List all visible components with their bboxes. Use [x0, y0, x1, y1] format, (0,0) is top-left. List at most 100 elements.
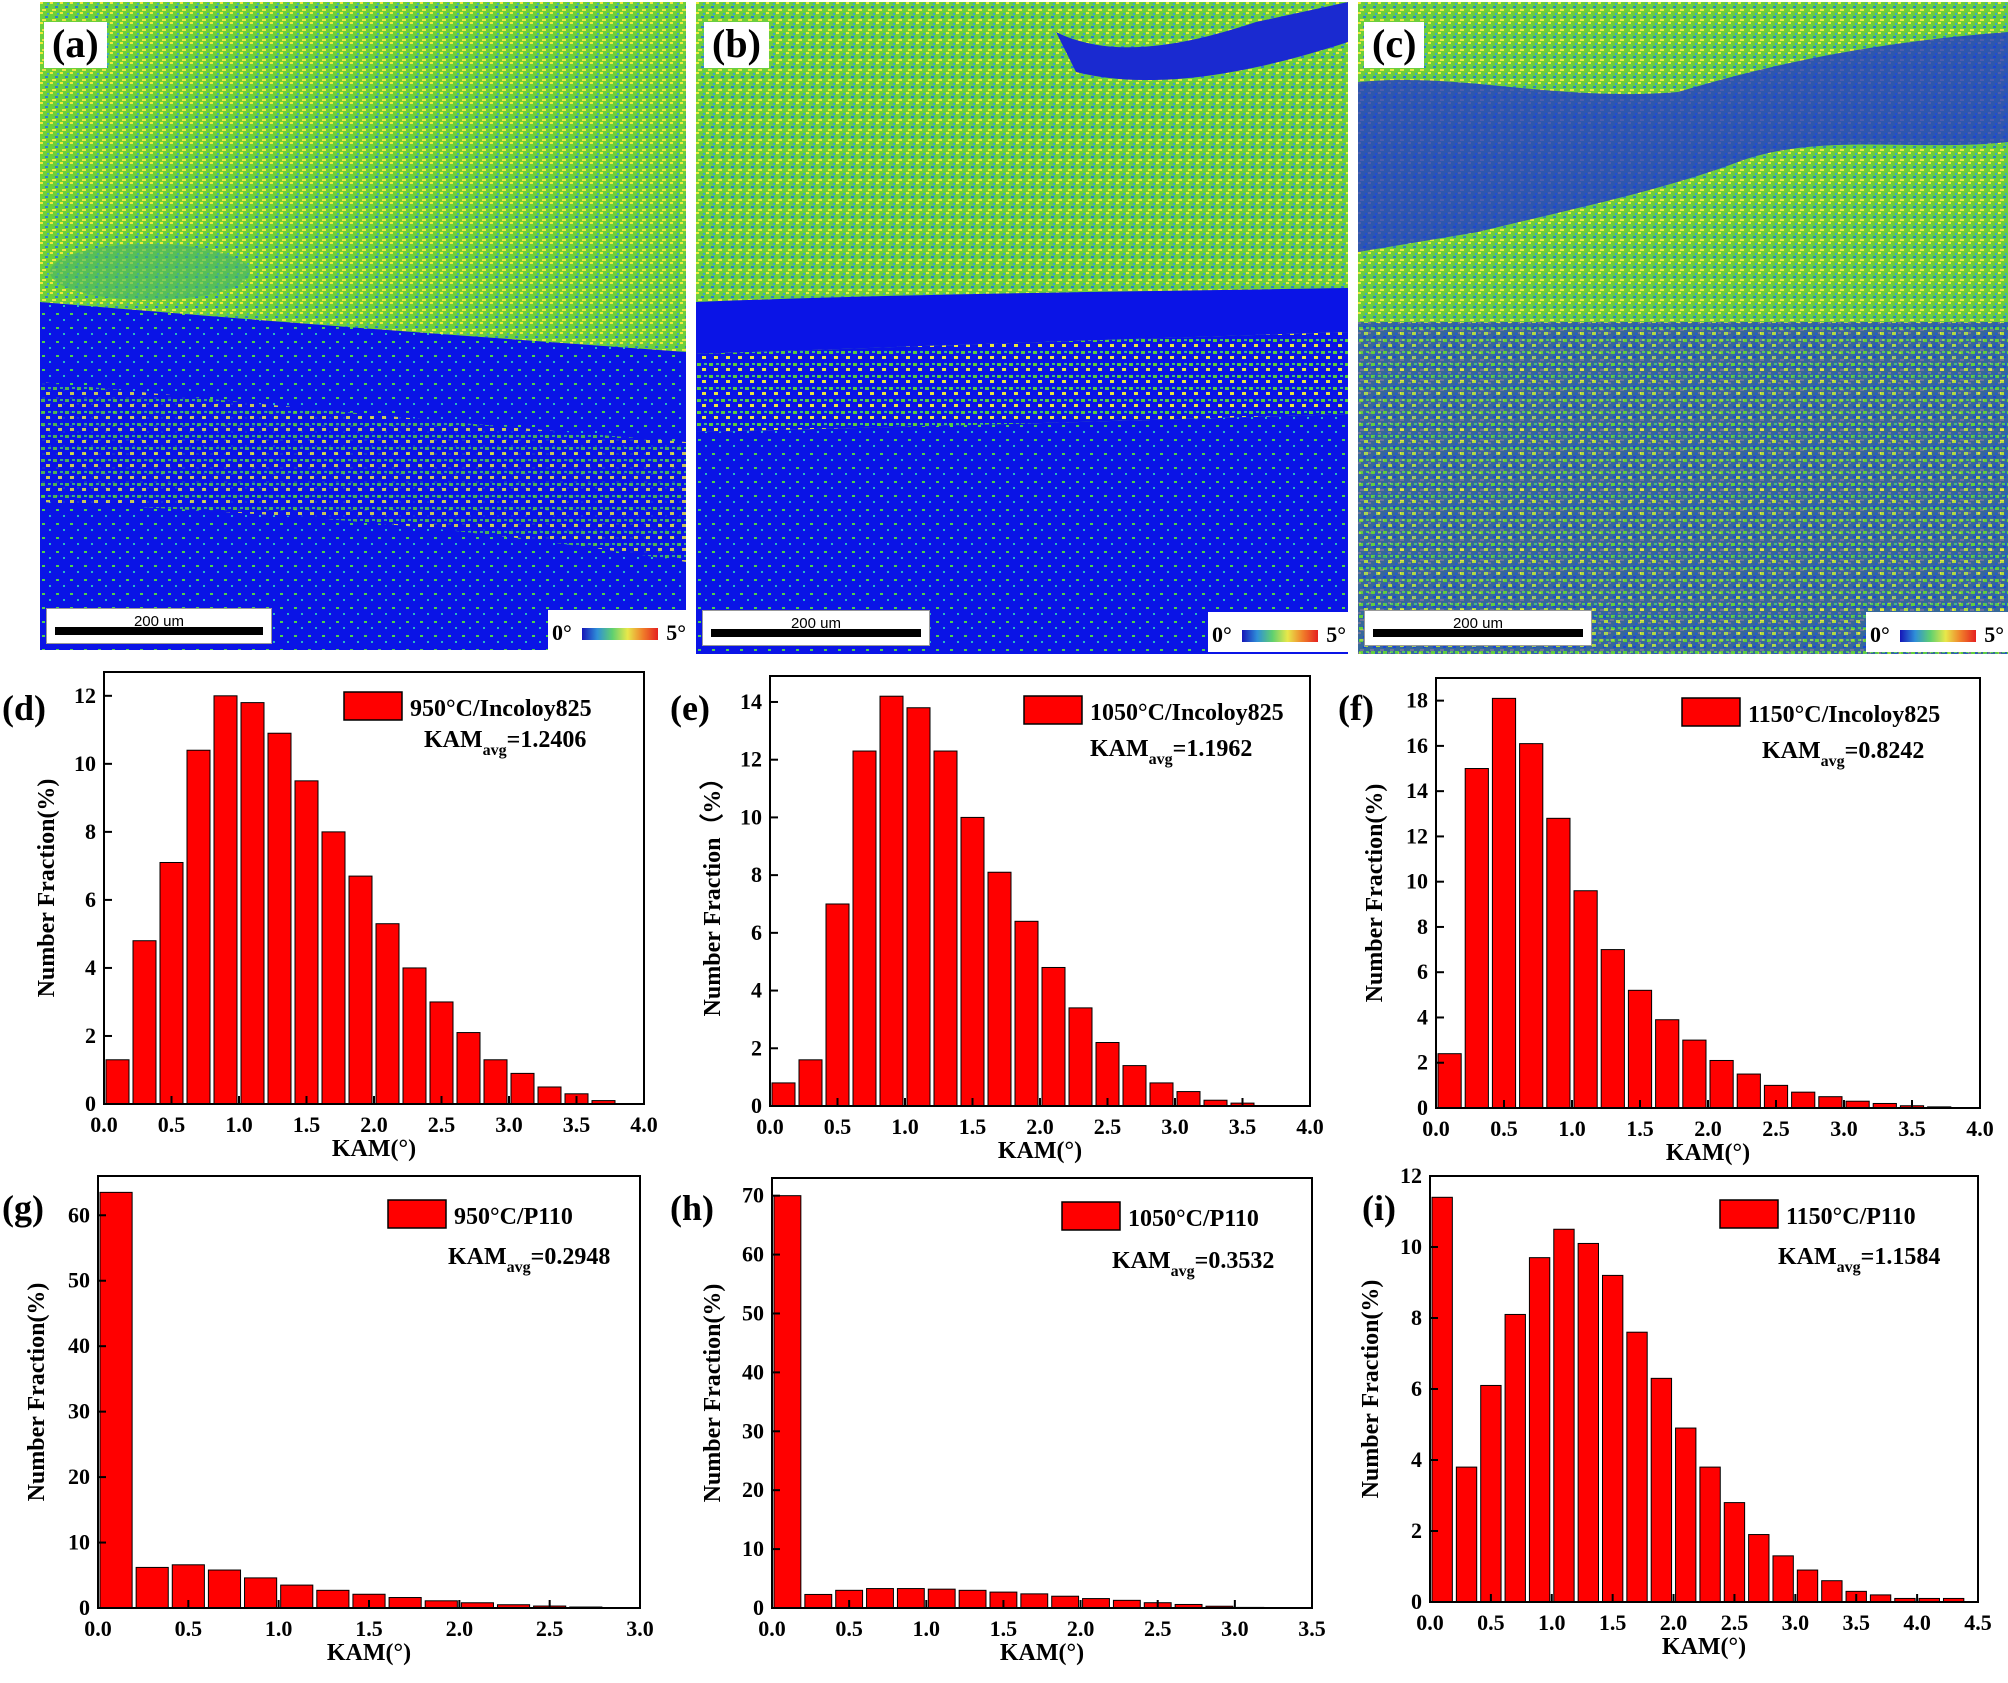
bar-i-5 — [1554, 1229, 1574, 1602]
bar-f-10 — [1710, 1060, 1733, 1108]
xtick-label-h-1: 0.5 — [835, 1616, 863, 1641]
ytick-label-d-4: 8 — [85, 819, 96, 844]
xtick-label-h-3: 1.5 — [990, 1616, 1018, 1641]
ytick-label-i-0: 0 — [1411, 1589, 1422, 1614]
bar-d-6 — [268, 733, 291, 1104]
ytick-label-e-2: 4 — [751, 978, 762, 1003]
legend-swatch-d — [344, 692, 402, 720]
ytick-label-g-6: 60 — [68, 1202, 90, 1227]
kam-avg-annotation-d: KAMavg=1.2406 — [424, 727, 586, 759]
bar-e-3 — [853, 751, 876, 1106]
ytick-label-i-6: 12 — [1400, 1163, 1422, 1188]
bar-e-1 — [799, 1060, 822, 1106]
ytick-label-f-6: 12 — [1406, 823, 1428, 848]
xtick-label-f-3: 1.5 — [1626, 1116, 1654, 1141]
legend-label-h: 1050°C/P110 — [1128, 1206, 1259, 1232]
xtick-label-d-4: 2.0 — [360, 1112, 388, 1137]
ytick-label-i-4: 8 — [1411, 1305, 1422, 1330]
bar-f-8 — [1656, 1020, 1679, 1108]
ytick-label-d-3: 6 — [85, 887, 96, 912]
kam-map-c-image — [1358, 2, 2008, 654]
ytick-label-d-1: 2 — [85, 1023, 96, 1048]
ytick-label-g-2: 20 — [68, 1464, 90, 1489]
ytick-label-h-2: 20 — [742, 1477, 764, 1502]
bar-e-5 — [907, 708, 930, 1106]
bar-e-10 — [1042, 967, 1065, 1106]
bar-h-8 — [1021, 1594, 1048, 1608]
x-axis-label-d: KAM(°) — [332, 1136, 416, 1162]
legend-swatch-h — [1062, 1202, 1120, 1230]
bar-d-16 — [538, 1087, 561, 1104]
panel-label-g: (g) — [2, 1190, 44, 1226]
ytick-label-d-0: 0 — [85, 1091, 96, 1116]
legend-label-e: 1050°C/Incoloy825 — [1090, 700, 1284, 726]
bar-g-4 — [245, 1578, 277, 1608]
panel-label-f: (f) — [1338, 690, 1374, 726]
y-axis-label-i: Number Fraction(%) — [1358, 1280, 1384, 1499]
ytick-label-d-5: 10 — [74, 751, 96, 776]
legend-high-a: 5° — [666, 620, 686, 646]
bar-i-8 — [1627, 1332, 1647, 1602]
xtick-label-f-8: 4.0 — [1966, 1116, 1994, 1141]
bar-h-0 — [774, 1196, 801, 1608]
panel-label-e: (e) — [670, 690, 710, 726]
xtick-label-i-6: 3.0 — [1782, 1610, 1810, 1635]
kam-avg-annotation-h: KAMavg=0.3532 — [1112, 1248, 1274, 1280]
bar-f-7 — [1628, 990, 1651, 1108]
bar-g-6 — [317, 1590, 349, 1608]
legend-gradient-b — [1242, 630, 1318, 642]
xtick-label-e-4: 2.0 — [1026, 1114, 1054, 1139]
ytick-label-g-5: 50 — [68, 1268, 90, 1293]
xtick-label-i-1: 0.5 — [1477, 1610, 1505, 1635]
bar-e-13 — [1123, 1066, 1146, 1106]
bar-f-13 — [1792, 1092, 1815, 1108]
bar-d-7 — [295, 781, 318, 1104]
ytick-label-i-2: 4 — [1411, 1447, 1422, 1472]
bar-g-0 — [100, 1192, 132, 1608]
x-axis-label-i: KAM(°) — [1662, 1634, 1746, 1660]
xtick-label-h-5: 2.5 — [1144, 1616, 1172, 1641]
bar-e-11 — [1069, 1008, 1092, 1106]
kam-map-b-image — [696, 2, 1348, 654]
xtick-label-h-6: 3.0 — [1221, 1616, 1249, 1641]
bar-d-0 — [106, 1060, 129, 1104]
panel-label-a: (a) — [44, 22, 107, 68]
bar-d-11 — [403, 968, 426, 1104]
bar-h-10 — [1083, 1599, 1110, 1608]
xtick-label-g-6: 3.0 — [626, 1616, 654, 1641]
ytick-label-e-6: 12 — [740, 747, 762, 772]
plot-frame-g — [98, 1176, 640, 1608]
bar-f-4 — [1547, 818, 1570, 1108]
xtick-label-d-8: 4.0 — [630, 1112, 658, 1137]
xtick-label-i-9: 4.5 — [1964, 1610, 1992, 1635]
scale-bar-line-c — [1373, 629, 1583, 637]
bar-i-4 — [1529, 1258, 1549, 1602]
bar-e-8 — [988, 872, 1011, 1106]
y-axis-label-d: Number Fraction(%) — [34, 779, 60, 998]
bar-h-5 — [928, 1589, 955, 1608]
bar-e-6 — [934, 751, 957, 1106]
xtick-label-g-3: 1.5 — [355, 1616, 383, 1641]
x-axis-label-f: KAM(°) — [1666, 1140, 1750, 1166]
xtick-label-d-1: 0.5 — [158, 1112, 186, 1137]
panel-label-b: (b) — [704, 22, 769, 68]
bar-e-2 — [826, 904, 849, 1106]
kam-avg-annotation-i: KAMavg=1.1584 — [1778, 1244, 1940, 1276]
bar-e-4 — [880, 696, 903, 1106]
xtick-label-g-4: 2.0 — [446, 1616, 474, 1641]
ytick-label-g-1: 10 — [68, 1530, 90, 1555]
bar-i-13 — [1749, 1535, 1769, 1602]
kam-map-a — [40, 2, 686, 650]
xtick-label-f-4: 2.0 — [1694, 1116, 1722, 1141]
xtick-label-e-7: 3.5 — [1229, 1114, 1257, 1139]
bar-e-7 — [961, 817, 984, 1106]
xtick-label-e-2: 1.0 — [891, 1114, 919, 1139]
bar-h-1 — [805, 1594, 832, 1608]
xtick-label-e-8: 4.0 — [1296, 1114, 1324, 1139]
